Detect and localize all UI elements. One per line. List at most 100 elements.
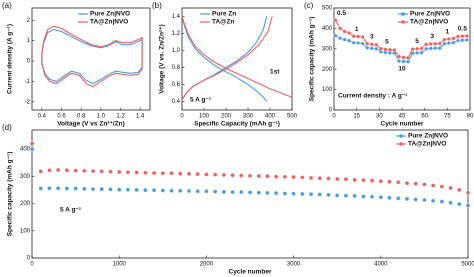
data-point (347, 30, 352, 35)
y-axis-title: Specific capacity (mAh g⁻¹) (309, 17, 316, 102)
data-point (338, 36, 342, 41)
data-point (352, 193, 357, 199)
data-point (160, 188, 165, 193)
data-point (446, 41, 451, 46)
legend-label: TA@Zn|NVO (90, 19, 128, 26)
data-point (410, 47, 415, 52)
x-tick-label: 100 (199, 114, 210, 120)
x-tick-label: 0 (30, 262, 34, 268)
data-point (392, 48, 397, 52)
x-tick-label: 0.4 (38, 114, 47, 120)
x-tick-label: 300 (243, 114, 254, 120)
y-tick-label: 0 (27, 256, 31, 262)
legend-label: Pure Zn|NVO (90, 11, 130, 18)
data-point (256, 173, 261, 179)
data-point (455, 38, 460, 43)
data-point (439, 184, 444, 189)
y-tick-label: 0 (27, 59, 31, 65)
data-point (351, 40, 356, 45)
data-point (356, 34, 361, 39)
data-point (439, 199, 444, 204)
legend-label: Pure Zn|NVO (410, 11, 450, 18)
data-point (282, 174, 288, 179)
x-tick-label: 0 (180, 114, 184, 120)
data-point (90, 186, 96, 192)
data-point (360, 35, 365, 39)
data-point (460, 34, 465, 39)
y-tick-label: 0 (329, 108, 333, 114)
y-tick-label: 100 (322, 87, 333, 93)
annotation: 5 A g⁻¹ (190, 97, 211, 104)
data-point (143, 188, 148, 193)
data-point (465, 38, 469, 42)
data-point (186, 188, 192, 194)
y-tick-label: 500 (322, 6, 333, 12)
data-point (333, 33, 338, 38)
data-point (413, 181, 418, 186)
data-point (178, 188, 183, 193)
data-point (428, 41, 433, 46)
rate-label: 1 (355, 26, 359, 33)
data-point (419, 50, 424, 55)
data-point (47, 186, 52, 191)
data-point (151, 188, 157, 193)
data-point (343, 177, 349, 182)
annotation: 1st (270, 69, 280, 76)
data-point (169, 188, 174, 193)
data-point (117, 169, 122, 175)
data-point (108, 169, 113, 174)
data-point (134, 187, 139, 193)
data-point (221, 172, 226, 178)
y-tick-label: 0.6 (172, 82, 181, 88)
data-point (29, 141, 35, 146)
data-point (422, 197, 427, 203)
data-point (352, 177, 357, 182)
data-point (90, 168, 96, 174)
data-point (437, 41, 442, 46)
rate-label: 3 (370, 33, 374, 40)
data-point (342, 29, 347, 34)
x-tick-label: 5000 (461, 262, 474, 268)
data-point (274, 174, 279, 179)
data-point (369, 194, 375, 199)
data-point (361, 194, 366, 199)
x-tick-label: 200 (221, 114, 232, 120)
legend-label: TA@Zn|NVO (408, 141, 446, 148)
x-tick-label: 4000 (374, 262, 388, 268)
data-point (369, 46, 374, 51)
x-tick-label: 1.0 (97, 114, 106, 120)
panel-label: (c) (304, 1, 314, 10)
x-tick-label: 1.2 (116, 114, 125, 120)
data-point (333, 18, 338, 23)
data-point (204, 189, 209, 194)
series-line (41, 25, 143, 88)
data-point (428, 46, 433, 51)
y-tick-label: -2 (25, 99, 31, 105)
y-tick-label: 1.0 (172, 48, 181, 54)
y-axis-title: Specific capacity (mAh g⁻¹) (7, 152, 14, 237)
data-point (239, 189, 244, 195)
data-point (230, 189, 235, 195)
data-point (300, 175, 305, 180)
data-point (195, 171, 200, 177)
panel-label: (b) (152, 1, 162, 10)
data-point (212, 189, 218, 194)
data-point (430, 198, 436, 203)
data-point (308, 192, 314, 197)
x-tick-label: 400 (265, 114, 276, 120)
data-point (406, 59, 410, 64)
data-point (374, 42, 379, 47)
data-point (56, 186, 61, 191)
rate-label: 1 (446, 28, 450, 35)
data-point (451, 36, 456, 41)
data-point (117, 187, 122, 192)
data-point (361, 177, 366, 183)
data-point (82, 168, 87, 174)
legend-marker (399, 134, 403, 138)
x-axis-title: Cycle number (229, 269, 272, 276)
data-point (406, 55, 410, 60)
data-point (356, 41, 361, 46)
legend-marker (399, 142, 403, 146)
